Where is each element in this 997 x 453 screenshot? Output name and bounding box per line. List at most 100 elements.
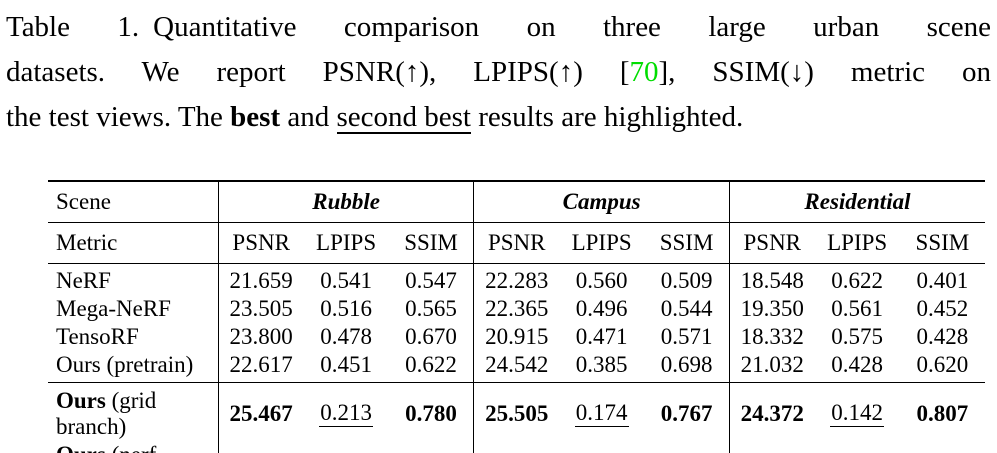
metric-value-cell: 0.478 — [304, 323, 389, 351]
metric-value-cell: 23.505 — [217, 294, 304, 323]
metric-value-cell: 19.350 — [728, 294, 815, 323]
text-segment: results are highlighted. — [471, 101, 744, 133]
metric-value-cell: 0.807 — [900, 382, 985, 440]
text-segment: 0.478 — [320, 323, 372, 349]
metric-value-cell: 0.174 — [559, 382, 644, 440]
metric-value-cell: 25.505 — [473, 382, 560, 441]
table-row: Ours (pretrain) 22.617 0.451 0.622 24.542 0.3… — [48, 350, 985, 383]
citation-link[interactable]: 70 — [629, 56, 659, 88]
table-row: Ours (grid branch) 25.467 0.213 0.780 25.505… — [48, 382, 985, 441]
text-segment: (grid branch) — [56, 387, 157, 439]
metric-value-cell: 22.617 — [217, 350, 304, 383]
text-segment: 0.544 — [660, 295, 713, 321]
metric-header-rubble-psnr: PSNR — [217, 222, 304, 264]
text-segment: 0.560 — [575, 267, 628, 293]
metric-value-cell: 0.575 — [815, 323, 900, 351]
text-segment: Ours (pretrain) — [56, 351, 194, 377]
metric-value-cell: 25.467 — [217, 382, 304, 441]
metric-value-cell: 0.509 — [644, 263, 729, 294]
metric-value-cell: 0.561 — [815, 295, 900, 323]
method-name-cell: TensoRF — [48, 323, 218, 351]
text-segment: 0.541 — [320, 267, 372, 293]
metric-header-rubble-lpips: LPIPS — [303, 222, 389, 264]
table-caption: Table 1. Quantitative comparison on three… — [0, 0, 997, 140]
metric-value-cell: 0.547 — [389, 263, 474, 294]
metric-value-cell: 0.757 — [644, 441, 729, 453]
method-name-cell: Ours (nerf branch) — [48, 441, 218, 453]
text-segment: the test views. The — [6, 101, 231, 133]
metric-header-rubble-ssim: SSIM — [388, 222, 474, 264]
text-segment: 0.496 — [575, 295, 628, 321]
metric-value-cell: 0.162 — [559, 441, 644, 453]
metric-value-cell: 0.207 — [304, 441, 389, 453]
metric-value-cell: 0.622 — [388, 350, 474, 383]
metric-value-cell: 24.542 — [473, 350, 560, 383]
metric-value-cell: 24.372 — [728, 382, 815, 441]
metric-value-cell: 0.780 — [389, 382, 474, 440]
text-segment: 0.571 — [660, 323, 713, 349]
text-segment: 25.467 — [229, 400, 293, 426]
text-segment: 18.548 — [740, 267, 804, 293]
metric-value-cell: 20.915 — [473, 322, 560, 351]
method-name-cell: Mega-NeRF — [48, 295, 218, 323]
scene-group-residential: Residential — [728, 181, 985, 223]
metric-value-cell: 0.560 — [559, 263, 644, 294]
metric-header-campus-ssim: SSIM — [644, 222, 730, 264]
text-segment: 21.659 — [229, 267, 293, 293]
table-row: TensoRF 23.800 0.478 0.670 20.915 0.471 0.571 1… — [48, 322, 985, 351]
metric-value-cell: 21.659 — [217, 263, 304, 295]
metric-header-residential-psnr: PSNR — [728, 222, 815, 264]
scene-group-campus: Campus — [473, 181, 730, 223]
table-row: NeRF 21.659 0.541 0.547 22.283 0.560 0.509 18.5… — [48, 263, 985, 295]
scene-group-rubble: Rubble — [217, 181, 474, 223]
metric-value-cell: 24.130 — [217, 440, 304, 453]
metric-value-cell: 22.283 — [473, 263, 560, 295]
metric-value-cell: 0.620 — [899, 350, 985, 383]
metric-value-cell: 0.213 — [304, 382, 389, 440]
caption-line: Table 1. Quantitative comparison on three… — [6, 5, 991, 50]
text-segment: Ours — [56, 442, 106, 453]
metric-value-cell: 0.622 — [815, 263, 900, 294]
text-segment: 0.620 — [916, 351, 969, 377]
metric-value-cell: 0.802 — [900, 441, 985, 453]
text-segment: 18.332 — [740, 323, 804, 349]
text-segment: 25.505 — [485, 400, 549, 426]
method-name-cell: NeRF — [48, 263, 218, 294]
metric-value-cell: 21.032 — [728, 350, 815, 383]
text-segment: 22.365 — [485, 295, 549, 321]
text-segment: 0.428 — [916, 323, 969, 349]
metric-value-cell: 18.548 — [728, 263, 815, 295]
text-segment: 0.698 — [660, 351, 713, 377]
metric-value-cell: 0.571 — [644, 323, 729, 351]
metric-value-cell: 0.496 — [559, 295, 644, 323]
metric-value-cell: 0.428 — [900, 323, 985, 351]
text-segment: Mega-NeRF — [56, 295, 171, 321]
text-segment: TensoRF — [56, 323, 139, 349]
metric-value-cell: 0.428 — [814, 350, 900, 383]
metric-value-cell: 22.365 — [473, 294, 560, 323]
text-segment: best — [230, 101, 281, 133]
metric-value-cell: 0.471 — [559, 323, 644, 351]
text-segment: 0.767 — [660, 400, 713, 426]
metric-value-cell: 23.765 — [728, 440, 815, 453]
text-segment: 0.561 — [831, 295, 884, 321]
text-segment: NeRF — [56, 267, 111, 293]
metric-value-cell: 0.767 — [644, 382, 729, 440]
text-segment: (nerf branch) — [56, 442, 157, 453]
text-segment: 0.509 — [660, 267, 713, 293]
text-segment: 21.032 — [740, 351, 804, 377]
metric-header-row: Metric PSNR LPIPS SSIM PSNR LPIPS SSIM PSNR LPIP… — [48, 222, 985, 264]
text-segment: 0.780 — [405, 400, 457, 426]
text-segment: 0.516 — [320, 295, 372, 321]
metric-value-cell: 24.903 — [473, 440, 560, 453]
text-segment: Quantitative comparison on three large u… — [153, 11, 991, 43]
text-segment: and — [280, 101, 337, 133]
text-segment: 0.622 — [831, 267, 884, 293]
text-segment: 20.915 — [485, 323, 549, 349]
metric-header-label: Metric — [48, 222, 219, 264]
metric-value-cell: 0.544 — [644, 295, 729, 323]
scene-header-label: Scene — [48, 181, 219, 223]
text-segment: 22.283 — [485, 267, 549, 293]
text-segment: 0.428 — [831, 351, 884, 377]
metric-value-cell: 0.385 — [559, 350, 645, 383]
